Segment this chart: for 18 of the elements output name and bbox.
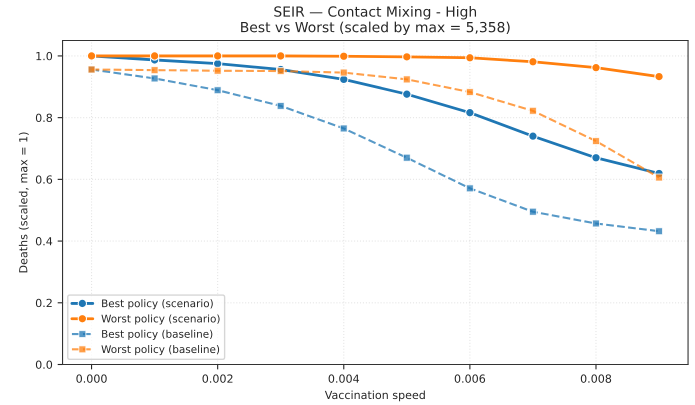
legend-label: Best policy (baseline): [102, 330, 212, 340]
y-tick-label: 0.6: [36, 175, 52, 184]
chart-title: SEIR — Contact Mixing - High Best vs Worst (scaled by max = 5,358): [241, 6, 510, 36]
y-axis-title: Deaths (scaled, max = 1): [18, 132, 29, 272]
legend-label: Worst policy (baseline): [101, 345, 220, 356]
y-tick-label: 0.8: [36, 114, 52, 122]
x-tick-label: 0.004: [328, 374, 360, 383]
y-tick-label: 1.0: [36, 52, 52, 60]
legend-label: Worst policy (scenario): [101, 314, 220, 325]
x-tick-label: 0.006: [454, 374, 486, 383]
x-axis-title: Vaccination speed: [324, 390, 425, 402]
x-tick-label: 0.008: [580, 374, 612, 383]
y-tick-label: 0.4: [36, 237, 52, 246]
legend-label: Best policy (scenario): [102, 299, 213, 310]
y-tick-label: 0.2: [36, 298, 52, 308]
x-tick-label: 0.000: [76, 374, 107, 383]
x-tick-label: 0.002: [202, 374, 232, 383]
y-tick-label: 0.0: [36, 360, 52, 369]
